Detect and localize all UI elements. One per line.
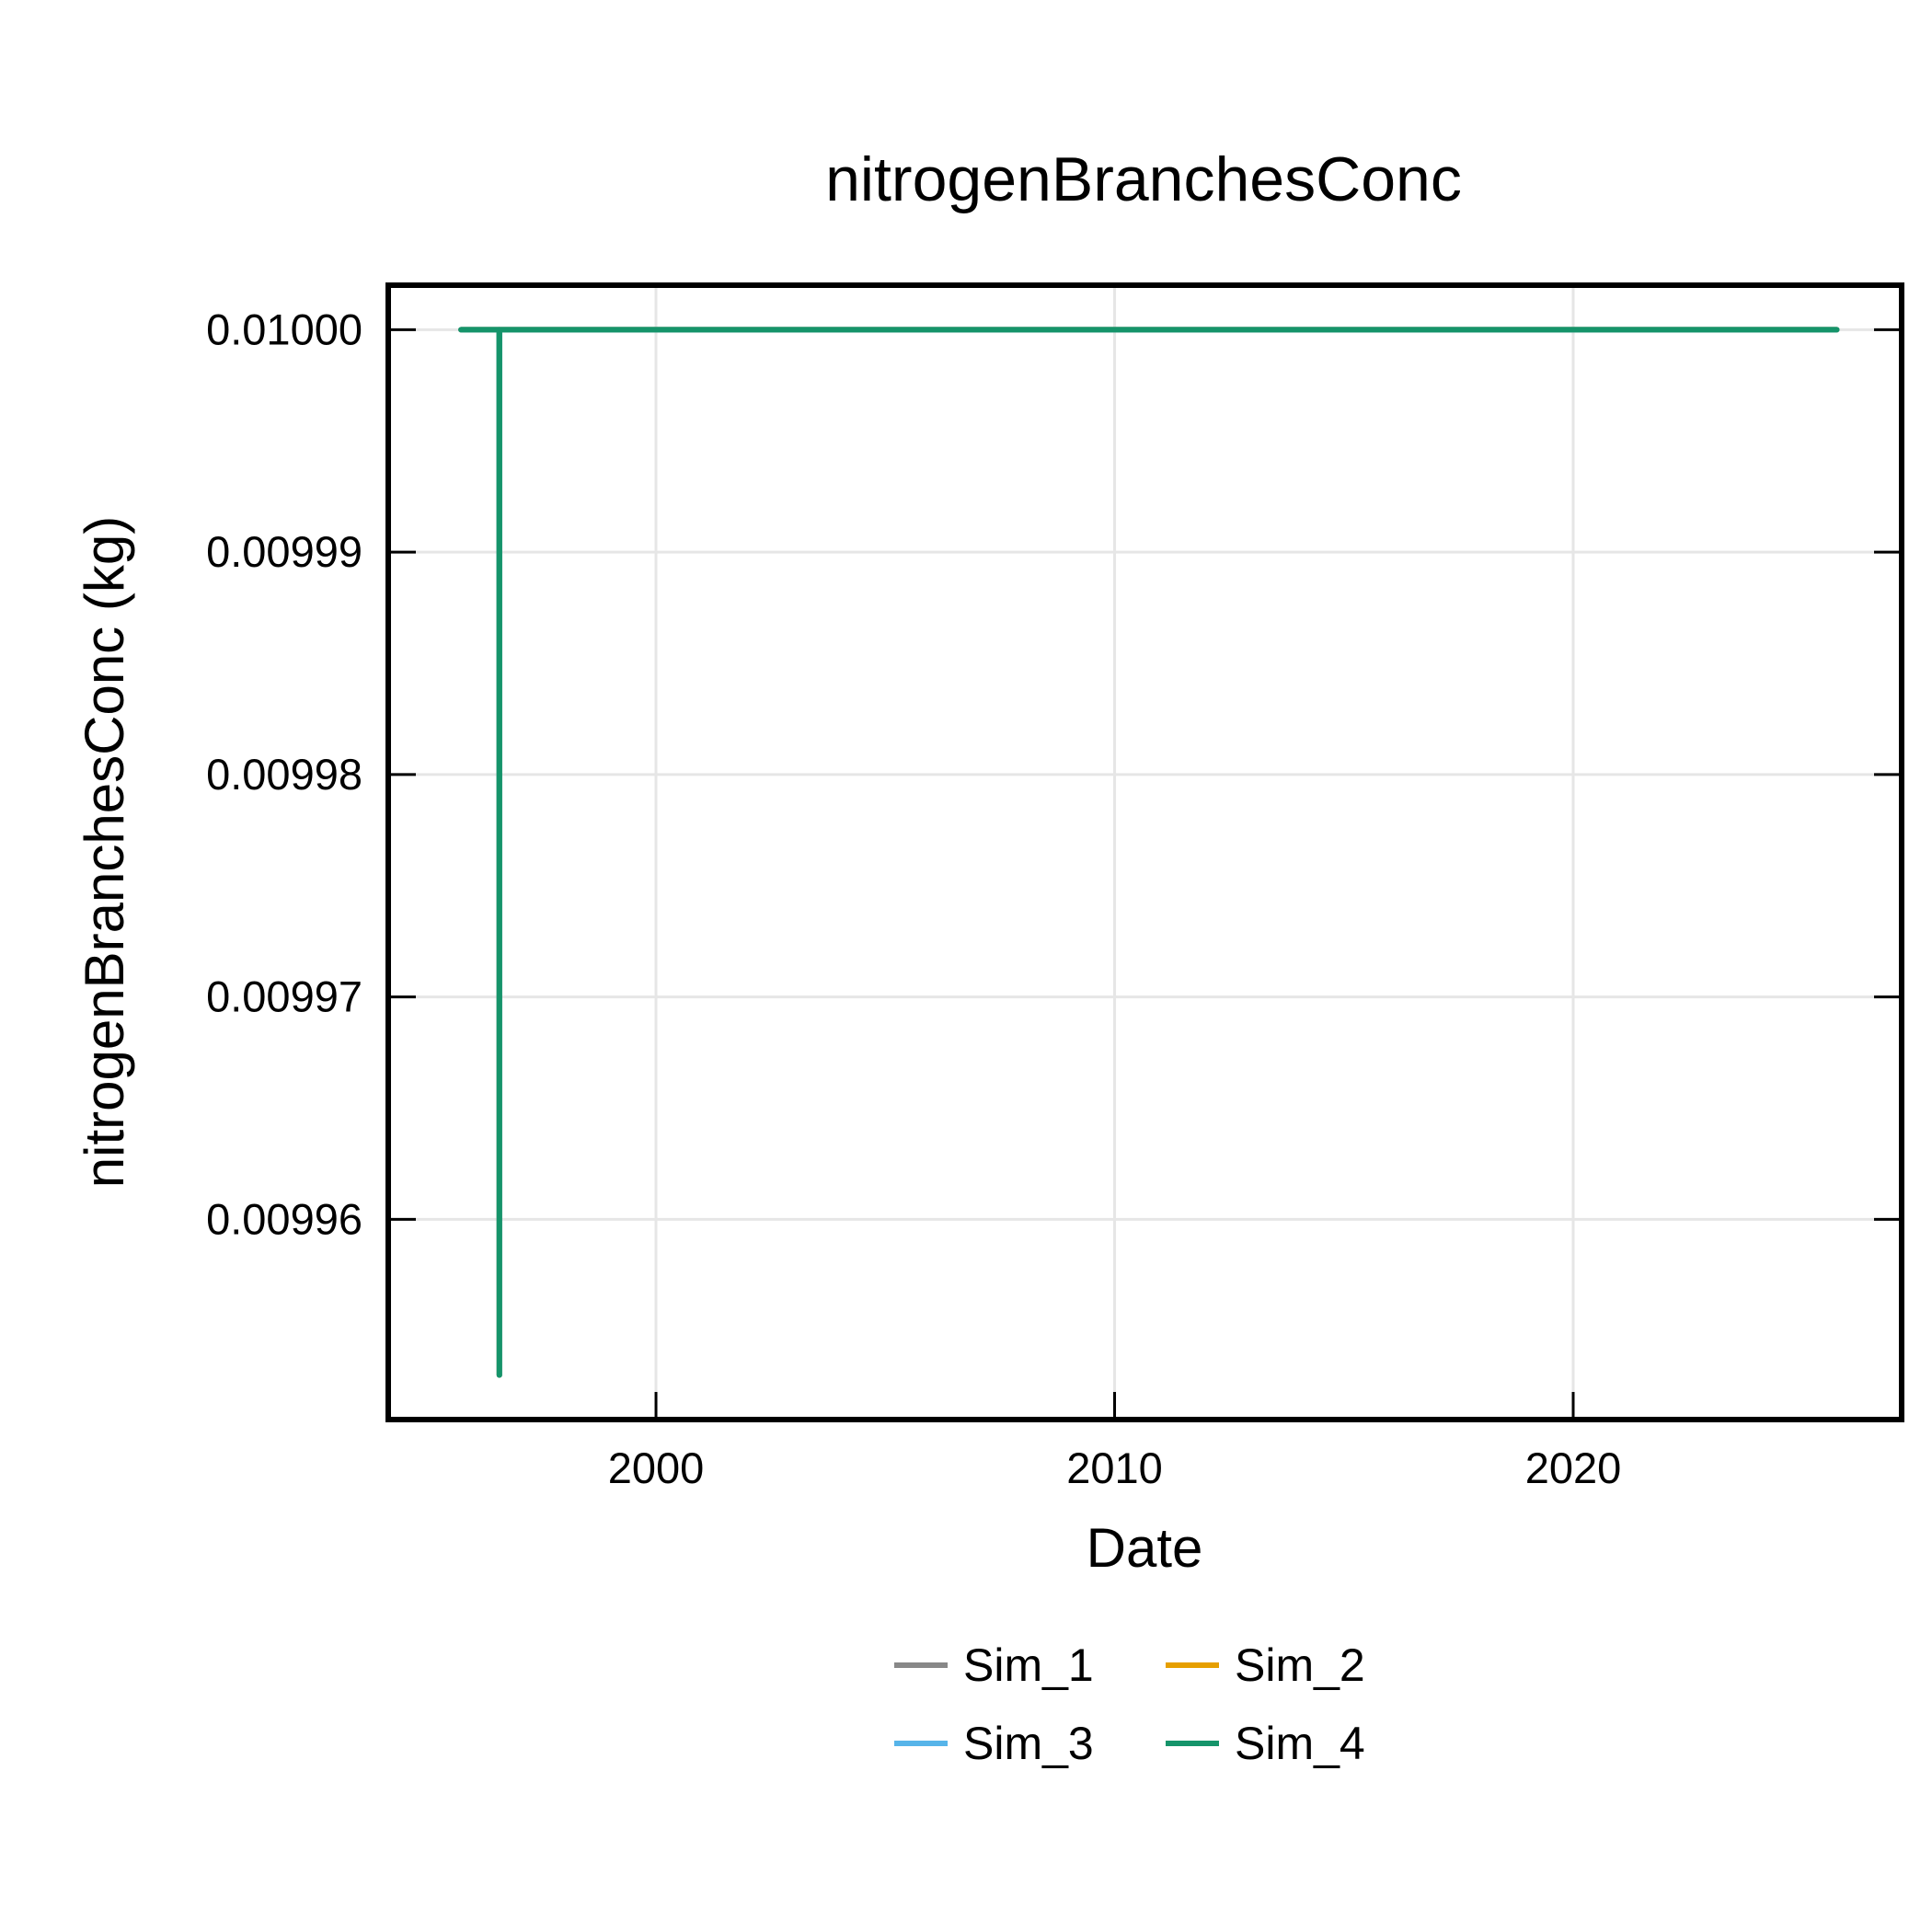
chart-title: nitrogenBranchesConc	[825, 144, 1462, 214]
y-tick-labels: 0.01000 0.00999 0.00998 0.00997 0.00996	[206, 305, 362, 1243]
legend: Sim_1 Sim_2 Sim_3 Sim_4	[894, 1639, 1365, 1769]
legend-label-sim-4: Sim_4	[1235, 1718, 1365, 1769]
y-axis-label: nitrogenBranchesConc (kg)	[74, 516, 135, 1188]
x-tick-labels: 2000 2010 2020	[608, 1443, 1622, 1492]
tick-marks	[388, 328, 1902, 1420]
y-tick-label: 0.00996	[206, 1194, 362, 1243]
x-tick-label: 2010	[1066, 1443, 1163, 1492]
y-tick-label: 0.01000	[206, 305, 362, 353]
x-axis-label: Date	[1087, 1517, 1203, 1579]
series-line-sim-4	[458, 327, 1840, 1378]
series-lines	[458, 327, 1840, 1378]
x-tick-label: 2000	[608, 1443, 705, 1492]
y-tick-label: 0.00998	[206, 750, 362, 799]
legend-label-sim-1: Sim_1	[963, 1639, 1094, 1691]
y-tick-label: 0.00997	[206, 972, 362, 1021]
legend-label-sim-2: Sim_2	[1235, 1639, 1365, 1691]
grid-lines	[388, 285, 1902, 1420]
plot-frame	[385, 282, 1904, 1422]
x-tick-label: 2020	[1525, 1443, 1622, 1492]
legend-label-sim-3: Sim_3	[963, 1718, 1094, 1769]
y-tick-label: 0.00999	[206, 527, 362, 576]
